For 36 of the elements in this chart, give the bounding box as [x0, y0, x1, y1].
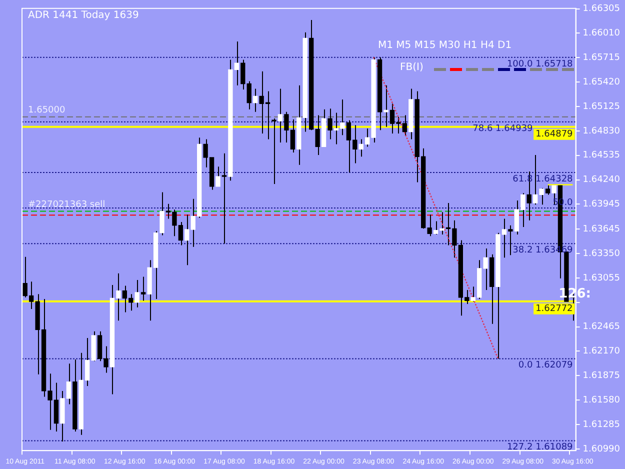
candlestick: [328, 108, 332, 140]
candlestick: [272, 118, 276, 184]
ref-line-label: 0.0 1.62079: [518, 360, 574, 371]
annotation: ADR 1441 Today 1639: [28, 10, 139, 21]
y-tick-label: 1.64535: [582, 150, 620, 161]
annotation: FB(I): [400, 62, 424, 73]
y-tick-label: 1.65125: [582, 102, 620, 112]
ref-line-label: 1.65000: [28, 106, 66, 116]
y-tick-label: 1.60990: [582, 444, 620, 454]
candlestick: [545, 184, 550, 196]
annotation: M1 M5 M15 M30 H1 H4 D1: [378, 40, 512, 51]
y-tick-label: 1.63350: [582, 248, 620, 259]
ref-line-label: 100.0 1.65718: [506, 59, 574, 70]
y-tick-label: 1.63055: [582, 273, 620, 284]
ref-line-label: #227021363 sell: [28, 200, 106, 210]
y-tick-label: 1.61875: [582, 371, 620, 381]
candlestick: [141, 276, 146, 302]
ref-line-label: 1.62772: [536, 304, 573, 314]
candlestick: [246, 80, 252, 110]
y-tick-label: 1.64240: [582, 175, 620, 186]
y-tick-label: 1.66010: [582, 28, 620, 39]
y-tick-label: 1.61580: [582, 395, 620, 406]
candlestick: [508, 224, 513, 256]
y-tick-label: 1.62465: [582, 322, 620, 332]
y-tick-label: 1.61285: [582, 420, 620, 430]
y-tick-label: 1.66305: [582, 4, 620, 14]
y-tick-label: 1.63645: [582, 224, 620, 234]
y-tick-label: 1.65715: [582, 53, 620, 64]
y-tick-label: 1.65420: [582, 77, 620, 88]
candlestick: [222, 152, 227, 244]
y-tick-label: 1.62170: [582, 346, 620, 357]
y-tick-label: 1.64830: [582, 126, 620, 136]
y-tick-label: 1.63945: [582, 200, 620, 210]
candlestick: [240, 59, 246, 90]
ref-line-label: 1.64879: [536, 130, 574, 140]
ref-line-label: 127.2 1.61089: [506, 442, 574, 453]
